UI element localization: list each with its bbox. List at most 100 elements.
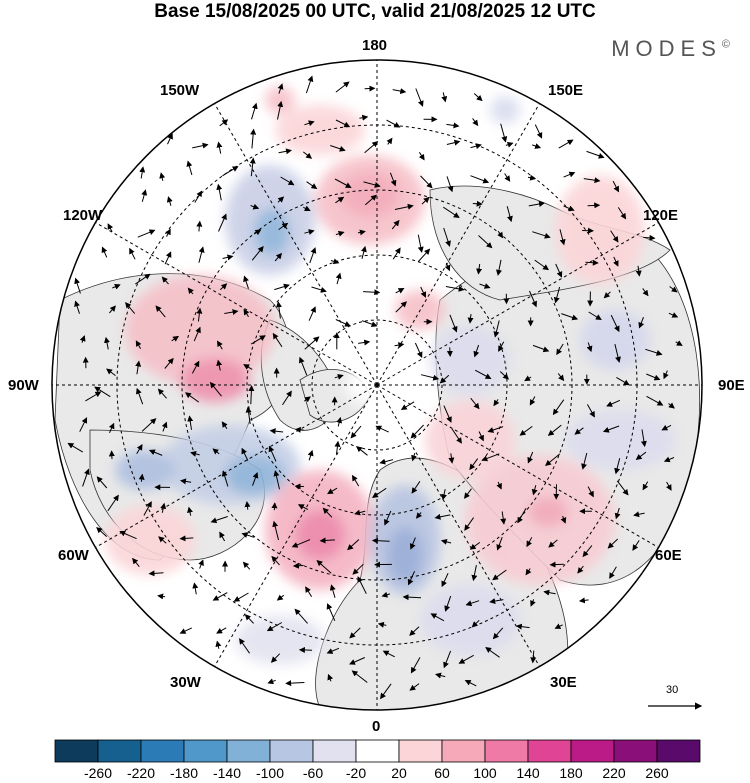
anomaly-blob-16 xyxy=(528,497,568,527)
wind-vector-59 xyxy=(277,196,285,203)
meridian-5 xyxy=(95,384,378,548)
wind-vector-84 xyxy=(443,227,451,247)
anomaly-blob-9 xyxy=(115,450,175,490)
wind-vector-87 xyxy=(532,231,551,239)
wind-vector-305 xyxy=(119,530,137,540)
wind-vector-181 xyxy=(164,357,174,369)
meridian-2 xyxy=(376,384,540,667)
wind-vector-259 xyxy=(614,458,621,475)
wind-vector-233 xyxy=(487,426,504,433)
colorbar-swatch-14 xyxy=(656,739,701,763)
wind-vector-318 xyxy=(496,537,503,551)
wind-vector-124 xyxy=(420,286,427,298)
wind-vector-343 xyxy=(192,582,199,595)
wind-vector-232 xyxy=(478,431,484,442)
wind-vector-170 xyxy=(473,344,480,358)
wind-vector-198 xyxy=(85,391,102,402)
colorbar-swatch-4 xyxy=(226,739,271,763)
wind-vector-321 xyxy=(582,545,593,558)
wind-vector-32 xyxy=(505,141,514,148)
wind-vector-239 xyxy=(661,424,672,431)
colorbar-swatch-2 xyxy=(140,739,185,763)
wind-vector-41 xyxy=(280,176,295,186)
wind-vector-376 xyxy=(326,647,340,654)
wind-vector-100 xyxy=(330,258,340,265)
wind-vector-187 xyxy=(334,373,344,380)
brand-mark: © xyxy=(721,38,730,51)
wind-vector-120 xyxy=(311,286,327,293)
wind-vector-229 xyxy=(375,425,389,433)
wind-vector-42 xyxy=(306,181,318,190)
wind-vector-60 xyxy=(303,205,311,212)
colorbar-swatch-13 xyxy=(613,739,658,763)
colorbar-label: -100 xyxy=(255,765,285,781)
wind-vector-384 xyxy=(267,678,276,685)
map-title: Base 15/08/2025 00 UTC, valid 21/08/2025… xyxy=(154,1,596,22)
wind-vector-223 xyxy=(221,421,228,429)
wind-vector-253 xyxy=(448,453,455,464)
lon-label-150w: 150W xyxy=(160,82,200,99)
wind-vector-0 xyxy=(277,83,284,94)
wind-vector-16 xyxy=(446,122,460,129)
wind-vector-38 xyxy=(186,160,193,176)
anomaly-blob-22 xyxy=(565,410,675,470)
wind-vector-352 xyxy=(444,595,452,612)
wind-vector-27 xyxy=(364,141,379,154)
wind-vector-55 xyxy=(166,196,173,206)
wind-vector-23 xyxy=(250,128,257,149)
wind-vector-144 xyxy=(361,320,378,328)
wind-vector-208 xyxy=(400,401,415,411)
wind-vector-40 xyxy=(249,157,256,177)
lon-label-120e: 120E xyxy=(643,207,679,224)
wind-vector-36 xyxy=(139,166,146,179)
wind-vector-243 xyxy=(148,449,163,456)
wind-vector-388 xyxy=(380,683,392,700)
wind-vector-131 xyxy=(603,291,611,299)
wind-vector-156 xyxy=(79,335,86,343)
wind-vector-314 xyxy=(371,537,390,544)
wind-vector-176 xyxy=(645,348,663,356)
colorbar-swatch-0 xyxy=(54,739,99,763)
wind-vector-172 xyxy=(532,344,550,353)
wind-vector-169 xyxy=(446,347,453,357)
wind-vector-217 xyxy=(668,402,675,409)
wind-vector-145 xyxy=(395,301,408,313)
wind-vector-323 xyxy=(632,540,640,551)
wind-vector-307 xyxy=(179,535,194,542)
wind-vector-347 xyxy=(305,586,313,598)
wind-vector-326 xyxy=(198,559,204,569)
lon-label-60e: 60E xyxy=(655,547,682,564)
wind-vector-381 xyxy=(458,654,474,664)
wind-vector-171 xyxy=(498,341,505,352)
wind-vector-386 xyxy=(327,673,334,682)
wind-vector-372 xyxy=(215,640,222,649)
wind-vector-212 xyxy=(529,396,536,406)
wind-vector-334 xyxy=(407,570,416,586)
wind-vector-262 xyxy=(82,468,90,487)
wind-vector-192 xyxy=(524,375,532,382)
wind-vector-33 xyxy=(532,143,542,149)
wind-vector-358 xyxy=(179,627,193,634)
wind-vector-366 xyxy=(409,626,420,636)
wind-vector-224 xyxy=(245,406,252,425)
wind-vector-190 xyxy=(474,369,492,379)
wind-vector-45 xyxy=(389,172,397,187)
wind-vector-312 xyxy=(319,537,335,544)
wind-vector-155 xyxy=(668,312,679,318)
wind-vector-24 xyxy=(278,148,292,155)
wind-vector-257 xyxy=(545,453,561,467)
wind-vector-1 xyxy=(305,75,314,94)
wind-vector-75 xyxy=(196,220,203,232)
wind-vector-90 xyxy=(610,230,619,243)
anomaly-blob-23 xyxy=(420,585,520,655)
wind-vector-88 xyxy=(559,229,566,246)
wind-vector-236 xyxy=(574,427,584,435)
wind-vector-291 xyxy=(297,504,309,510)
wind-vector-113 xyxy=(112,284,121,290)
lon-label-150e: 150E xyxy=(548,82,584,99)
colorbar-swatch-5 xyxy=(269,739,314,763)
wind-vector-140 xyxy=(243,308,250,318)
wind-vector-2 xyxy=(335,81,350,93)
wind-vector-168 xyxy=(414,342,423,359)
wind-vector-58 xyxy=(250,203,260,210)
